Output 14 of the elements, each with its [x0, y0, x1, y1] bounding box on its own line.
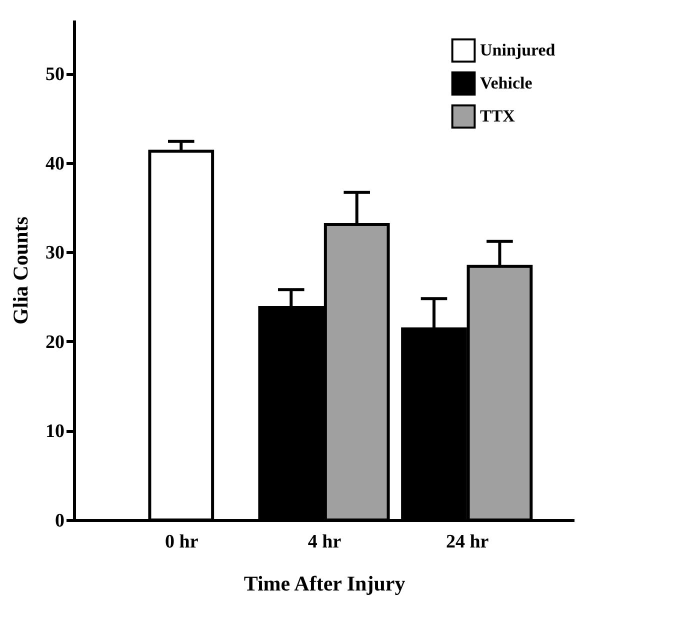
x-tick-label: 4 hr [308, 532, 342, 552]
y-tick-label: 0 [55, 510, 64, 532]
legend-label: Vehicle [480, 74, 533, 92]
y-tick-label: 20 [46, 332, 64, 353]
legend-label: TTX [480, 106, 516, 126]
y-tick-label: 10 [46, 421, 64, 442]
x-axis-title: Time After Injury [244, 572, 406, 596]
x-tick-label: 24 hr [446, 532, 490, 552]
y-tick-label: 50 [46, 64, 64, 86]
x-tick-label: 0 hr [165, 532, 199, 552]
y-tick-label: 30 [46, 242, 64, 264]
y-tick-label: 40 [46, 153, 64, 174]
legend-label: Uninjured [480, 40, 556, 60]
y-axis-title: Glia Counts [8, 216, 32, 324]
